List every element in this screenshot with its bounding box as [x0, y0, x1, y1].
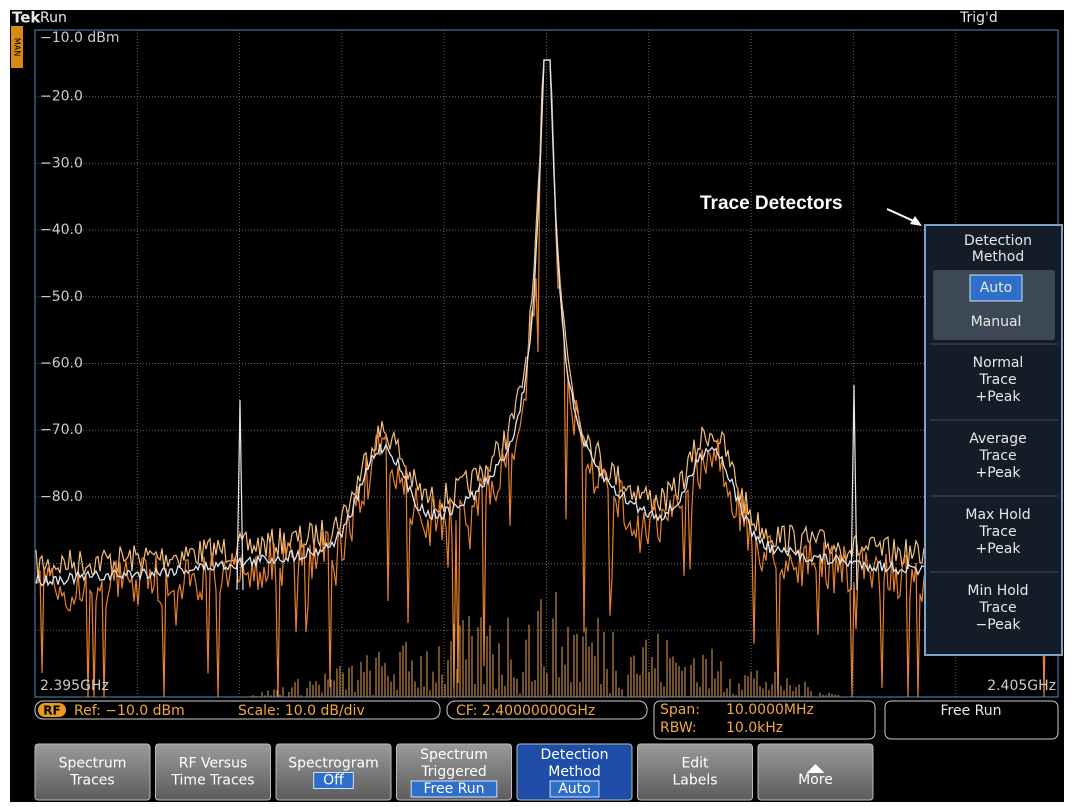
side-menu-item[interactable]: Average	[969, 431, 1027, 447]
trigger-mode: Free Run	[940, 703, 1001, 719]
y-label: −20.0	[40, 89, 83, 105]
scale: Scale: 10.0 dB/div	[238, 703, 365, 719]
side-menu-item[interactable]: Trace	[978, 524, 1016, 540]
side-menu-item[interactable]: Trace	[978, 448, 1016, 464]
traces	[35, 59, 1057, 698]
menu-label[interactable]: Spectrogram	[288, 756, 378, 772]
y-label: −30.0	[40, 155, 83, 171]
side-menu-item[interactable]: Min Hold	[967, 583, 1028, 599]
span-label: Span:	[660, 702, 700, 718]
menu-label[interactable]: More	[798, 772, 833, 788]
menu-label[interactable]: Method	[548, 764, 601, 780]
y-label: −40.0	[40, 222, 83, 238]
status-box	[34, 700, 441, 720]
side-menu-item[interactable]: +Peak	[976, 465, 1022, 481]
side-menu-item[interactable]: Max Hold	[965, 507, 1030, 523]
side-menu-item[interactable]: Trace	[978, 600, 1016, 616]
menu-button[interactable]	[637, 743, 753, 801]
side-menu: DetectionMethodAutoManualNormalTrace+Pea…	[924, 224, 1063, 656]
y-label: −60.0	[40, 356, 83, 372]
menu-label[interactable]: Labels	[672, 773, 717, 789]
mode-badge	[11, 26, 23, 68]
menu-value[interactable]: Auto	[558, 781, 591, 797]
menu-value-box	[549, 780, 600, 798]
trigger-box	[884, 700, 1059, 740]
x-end-label: 2.405GHz	[987, 678, 1056, 694]
side-menu-title: Detection	[964, 233, 1032, 249]
side-menu-item[interactable]: Trace	[978, 372, 1016, 388]
choice-box[interactable]	[933, 270, 1055, 340]
y-label: −50.0	[40, 289, 83, 305]
mode-indicator: MAN	[13, 38, 22, 56]
span-box	[653, 700, 876, 740]
rf-badge	[38, 703, 66, 717]
side-menu-item[interactable]: +Peak	[976, 541, 1022, 557]
side-menu-item[interactable]: −Peak	[976, 617, 1022, 633]
brand: Tek	[12, 9, 41, 27]
side-menu-item[interactable]: Normal	[973, 355, 1024, 371]
more-arrow	[806, 764, 825, 773]
arrow-head	[910, 216, 922, 226]
y-label: −10.0 dBm	[40, 30, 119, 46]
menu-label[interactable]: Spectrum	[59, 756, 127, 772]
cf-box	[446, 700, 648, 720]
choice-selected	[969, 274, 1023, 302]
menu-label[interactable]: Detection	[540, 747, 608, 763]
menu-value[interactable]: Off	[323, 773, 344, 789]
run-state: Run	[40, 10, 67, 26]
menu-value[interactable]: Free Run	[423, 781, 484, 797]
span-value: 10.0000MHz	[726, 702, 814, 718]
menu-label[interactable]: Traces	[69, 773, 114, 789]
side-menu-title: Method	[972, 249, 1025, 265]
rf-label: RF	[43, 704, 60, 718]
menu-value-box	[410, 780, 498, 798]
x-start-label: 2.395GHz	[40, 678, 109, 694]
menu-value-box	[313, 772, 354, 789]
choice-manual[interactable]: Manual	[971, 314, 1022, 330]
center-freq: CF: 2.40000000GHz	[456, 703, 595, 719]
menu-label[interactable]: Edit	[681, 756, 709, 772]
side-menu-item[interactable]: +Peak	[976, 389, 1022, 405]
rbw-value: 10.0kHz	[726, 720, 783, 736]
y-label: −70.0	[40, 422, 83, 438]
ref-level: Ref: −10.0 dBm	[74, 703, 185, 719]
menu-button[interactable]	[516, 743, 633, 801]
screen-bg	[10, 10, 1064, 802]
spur	[236, 399, 244, 591]
menu-label[interactable]: Spectrum	[420, 747, 488, 763]
choice-auto[interactable]: Auto	[980, 280, 1013, 296]
annotation: Trace Detectors	[700, 193, 843, 214]
spur	[850, 384, 858, 591]
rbw-label: RBW:	[660, 720, 697, 736]
menu-label[interactable]: Time Traces	[170, 773, 254, 789]
menu-button[interactable]	[155, 743, 271, 801]
average-trace	[35, 59, 1057, 587]
menu-button[interactable]	[34, 743, 151, 801]
y-label: −80.0	[40, 489, 83, 505]
menu-label[interactable]: Triggered	[420, 764, 486, 780]
trigger-state: Trig'd	[959, 10, 998, 26]
menu-label[interactable]: RF Versus	[179, 756, 248, 772]
